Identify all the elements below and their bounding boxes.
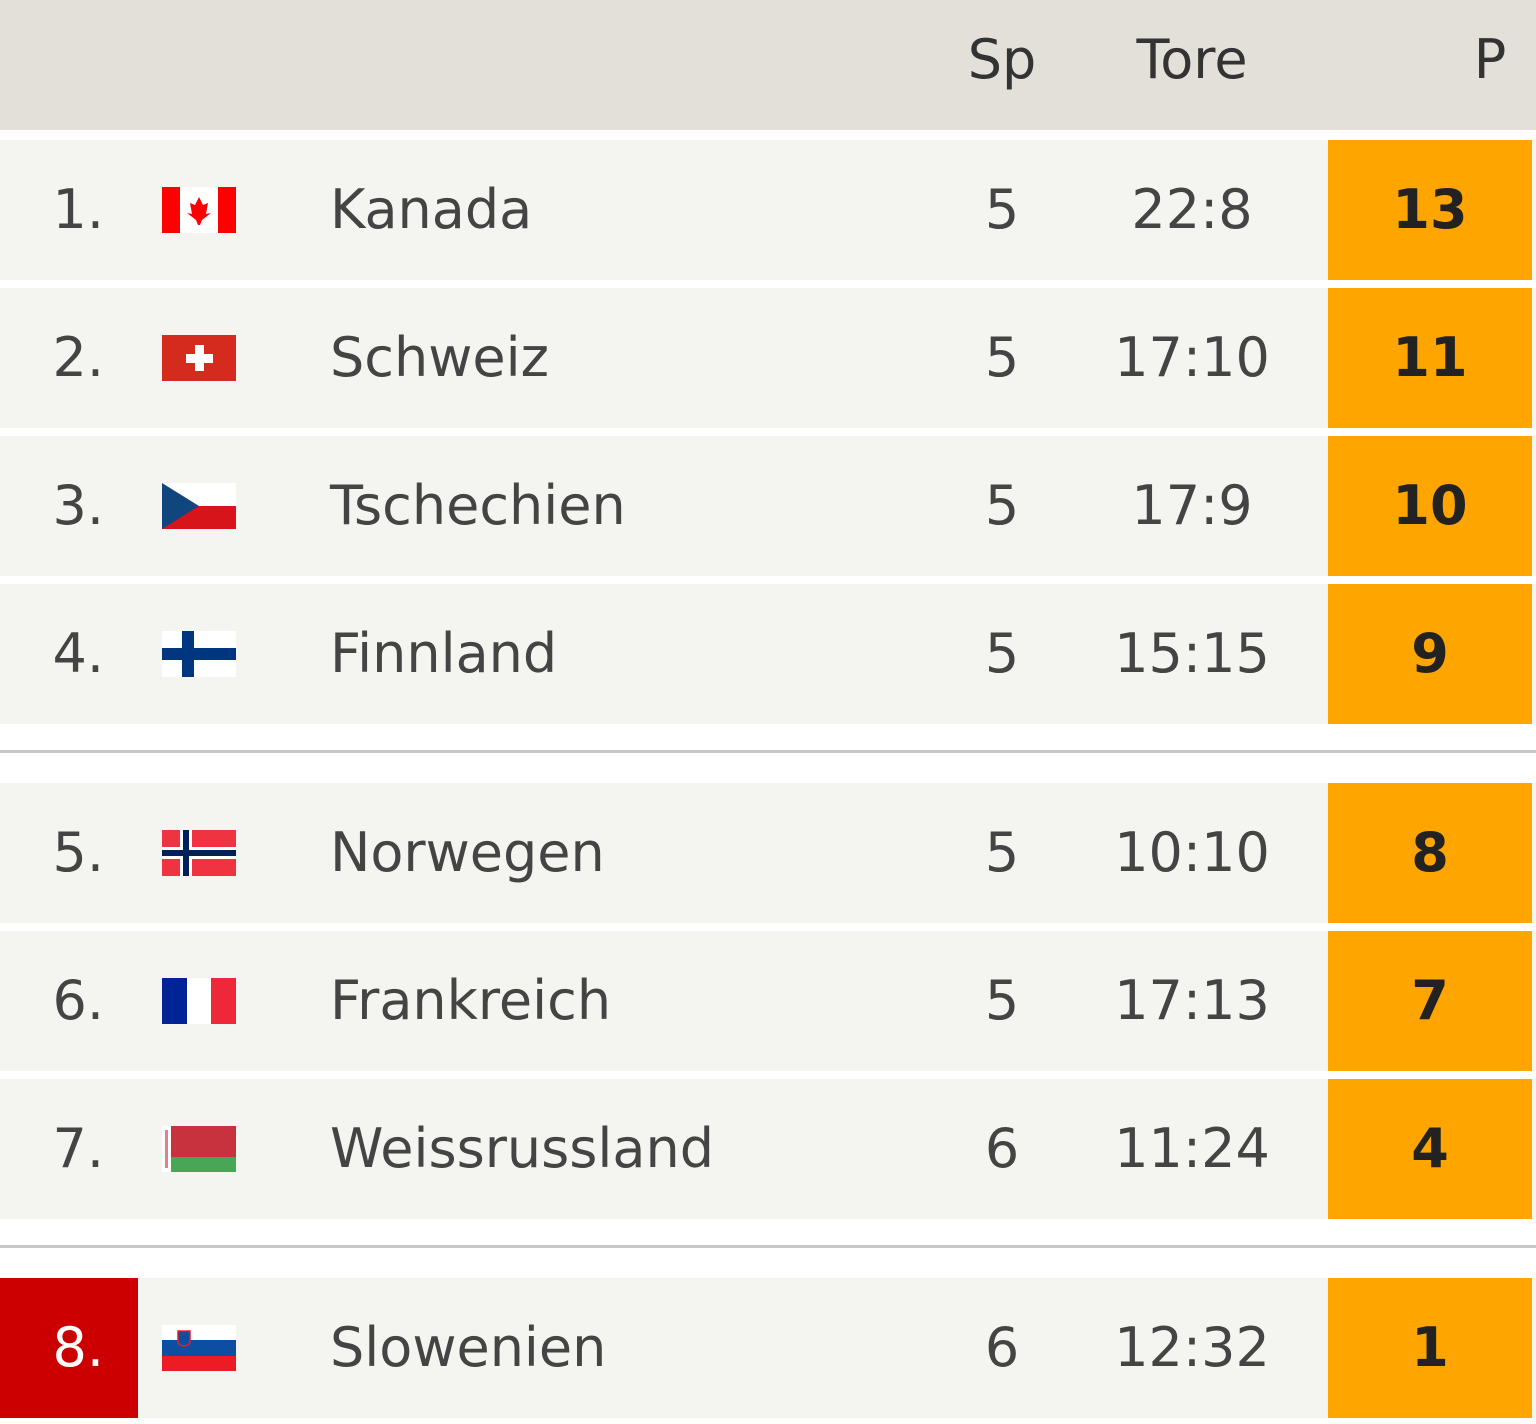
flag-icon [162, 335, 236, 381]
table-row: 5. Norwegen 5 10:10 8 [0, 783, 1536, 923]
rank: 2. [52, 326, 104, 389]
flag [162, 483, 236, 533]
points: 4 [1411, 1117, 1449, 1180]
games-played: 5 [984, 969, 1020, 1032]
goals: 15:15 [1114, 622, 1270, 685]
points-box [1328, 436, 1532, 576]
games-played: 5 [984, 326, 1020, 389]
points: 9 [1411, 622, 1449, 685]
table-row: 2. Schweiz 5 17:10 11 [0, 288, 1536, 428]
team-name: Slowenien [330, 1316, 607, 1379]
flag-icon [162, 1126, 236, 1172]
points: 8 [1411, 821, 1449, 884]
flag-icon [162, 631, 236, 677]
table-row: 3. Tschechien 5 17:9 10 [0, 436, 1536, 576]
points: 13 [1392, 178, 1468, 241]
table-row: 8. Slowenien 6 12:32 1 [0, 1278, 1536, 1418]
flag [162, 631, 236, 681]
points: 10 [1392, 474, 1468, 537]
games-played: 5 [984, 821, 1020, 884]
rank: 8. [52, 1316, 104, 1379]
team-name: Kanada [330, 178, 533, 241]
games-played: 5 [984, 622, 1020, 685]
header-points: P [1473, 28, 1507, 91]
flag-icon [162, 978, 236, 1024]
goals: 17:10 [1114, 326, 1270, 389]
table-row: 6. Frankreich 5 17:13 7 [0, 931, 1536, 1071]
rank-highlight [0, 1278, 138, 1418]
points-box [1328, 584, 1532, 724]
header-games: Sp [967, 28, 1037, 91]
flag [162, 830, 236, 880]
team-name: Weissrussland [330, 1117, 715, 1180]
goals: 17:9 [1131, 474, 1253, 537]
flag-icon [162, 483, 236, 529]
team-name: Tschechien [330, 474, 626, 537]
points: 7 [1411, 969, 1449, 1032]
table-row: 7. Weissrussland 6 11:24 4 [0, 1079, 1536, 1219]
table-row: 1. Kanada 5 22:8 13 [0, 140, 1536, 280]
rank: 1. [52, 178, 104, 241]
points-box [1328, 1278, 1532, 1418]
team-name: Schweiz [330, 326, 549, 389]
flag-icon [162, 830, 236, 876]
points-box [1328, 140, 1532, 280]
rank: 6. [52, 969, 104, 1032]
goals: 22:8 [1131, 178, 1253, 241]
table-row: 4. Finnland 5 15:15 9 [0, 584, 1536, 724]
flag-icon [162, 1325, 236, 1371]
goals: 10:10 [1114, 821, 1270, 884]
group-separator [0, 750, 1536, 753]
points: 1 [1411, 1316, 1449, 1379]
flag-icon [162, 187, 236, 233]
points: 11 [1392, 326, 1468, 389]
games-played: 6 [984, 1316, 1020, 1379]
rank: 4. [52, 622, 104, 685]
header-goals: Tore [1136, 28, 1248, 91]
points-box [1328, 1079, 1532, 1219]
goals: 12:32 [1114, 1316, 1270, 1379]
rank: 7. [52, 1117, 104, 1180]
points-box [1328, 931, 1532, 1071]
flag [162, 187, 236, 237]
flag [162, 1126, 236, 1176]
team-name: Norwegen [330, 821, 605, 884]
team-name: Finnland [330, 622, 558, 685]
flag [162, 335, 236, 385]
rank: 5. [52, 821, 104, 884]
group-separator [0, 1245, 1536, 1248]
goals: 17:13 [1114, 969, 1270, 1032]
games-played: 5 [984, 178, 1020, 241]
goals: 11:24 [1114, 1117, 1270, 1180]
flag [162, 978, 236, 1028]
flag [162, 1325, 236, 1375]
points-box [1328, 288, 1532, 428]
points-box [1328, 783, 1532, 923]
games-played: 5 [984, 474, 1020, 537]
rank: 3. [52, 474, 104, 537]
games-played: 6 [984, 1117, 1020, 1180]
table-header: Sp Tore P [0, 0, 1536, 130]
team-name: Frankreich [330, 969, 612, 1032]
